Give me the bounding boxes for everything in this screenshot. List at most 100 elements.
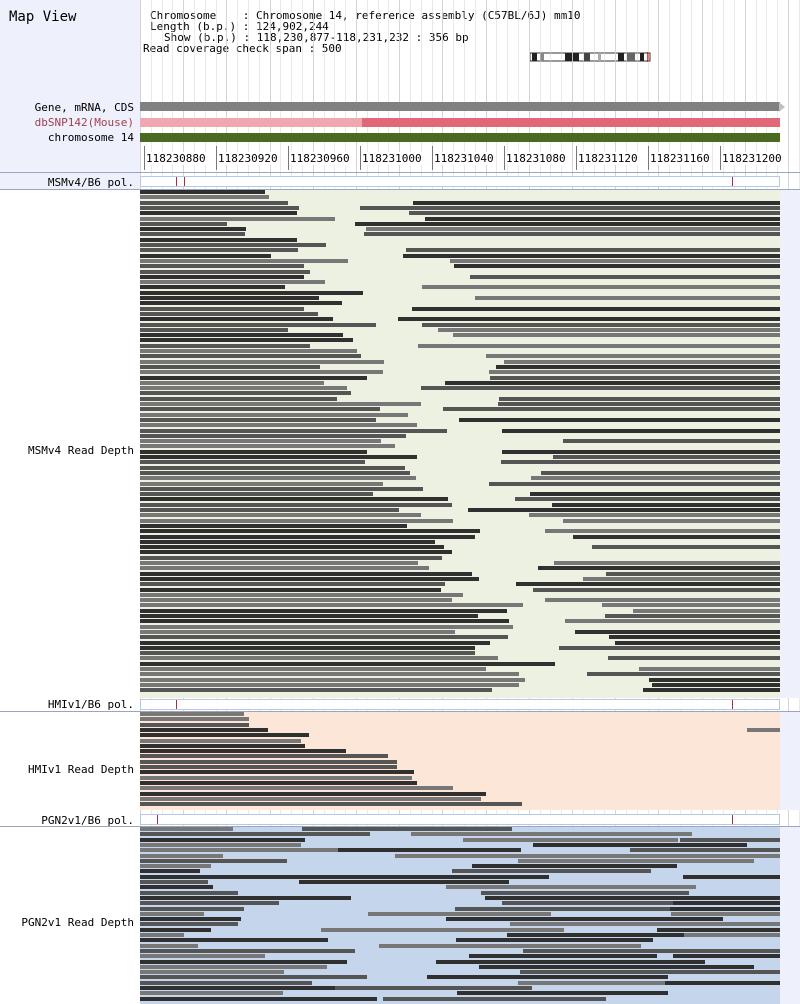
read-bar — [140, 513, 422, 518]
pol-track-hmi[interactable] — [140, 699, 780, 710]
read-bar — [140, 864, 211, 869]
read-bar — [456, 938, 653, 943]
read-bar — [553, 455, 800, 459]
read-bar — [562, 439, 800, 444]
read-bar — [140, 682, 519, 687]
read-bar — [321, 927, 564, 932]
read-bar — [140, 661, 556, 666]
chromosome-track-bar[interactable] — [140, 133, 780, 142]
read-bar — [140, 791, 487, 796]
snp-marker[interactable] — [732, 815, 733, 824]
read-bar — [601, 603, 800, 608]
read-bar — [140, 301, 343, 306]
snp-marker[interactable] — [732, 700, 733, 709]
read-bar — [630, 848, 800, 853]
read-bar — [672, 901, 800, 906]
read-bar — [140, 375, 367, 380]
read-bar — [140, 497, 448, 502]
read-bar — [140, 216, 336, 221]
read-bar — [529, 492, 800, 497]
read-bar — [140, 306, 304, 311]
axis-tick-label: 118231120 — [578, 152, 638, 165]
coverage-line: Read coverage check span : 500 — [143, 42, 342, 55]
read-bar — [687, 895, 800, 900]
panel-margin-hmi — [780, 712, 800, 810]
read-bar — [140, 786, 454, 791]
axis-tick-label: 118230880 — [146, 152, 206, 165]
read-bar — [532, 587, 800, 592]
read-bar — [382, 996, 607, 1001]
read-bar — [140, 460, 366, 465]
snp-marker[interactable] — [157, 815, 158, 824]
read-bar — [140, 486, 423, 491]
read-bar — [140, 359, 385, 364]
show-line: Show (b.p.) : 118,230,877-118,231,232 : … — [164, 31, 469, 44]
read-bar — [140, 449, 368, 454]
read-bar — [140, 433, 406, 438]
read-bar — [140, 712, 244, 716]
axis-tick — [648, 146, 649, 170]
snp-marker[interactable] — [184, 177, 185, 186]
read-bar — [140, 566, 430, 571]
dbsnp-track-bar-light[interactable] — [140, 118, 362, 127]
read-bar — [140, 996, 377, 1001]
gene-track-bar[interactable] — [140, 102, 780, 111]
snp-marker[interactable] — [176, 177, 177, 186]
read-bar — [140, 555, 443, 560]
read-bar — [140, 402, 421, 406]
read-bar — [140, 311, 319, 316]
read-bar — [354, 221, 800, 226]
chromosome-line: Chromosome : Chromosome 14, reference as… — [150, 9, 581, 22]
read-bar — [140, 264, 304, 269]
read-bar — [140, 444, 395, 449]
header-left-panel — [0, 0, 140, 190]
read-bar — [140, 322, 377, 327]
read-bar — [538, 566, 800, 571]
read-bar — [552, 502, 800, 507]
read-bar — [485, 895, 731, 900]
read-bar — [140, 370, 384, 375]
read-bar — [545, 529, 800, 534]
read-bar — [140, 338, 354, 343]
read-bar — [140, 869, 200, 874]
read-bar — [140, 545, 444, 550]
read-bar — [140, 980, 312, 985]
track-label-gene: Gene, mRNA, CDS — [34, 101, 134, 114]
read-depth-panel-pgn[interactable] — [140, 827, 800, 1004]
snp-marker[interactable] — [176, 700, 177, 709]
read-bar — [290, 874, 549, 879]
depth-label-pgn: PGN2v1 Read Depth — [21, 916, 134, 929]
read-bar — [140, 571, 472, 576]
read-bar — [671, 911, 800, 916]
pol-track-msm[interactable] — [140, 176, 780, 187]
read-bar — [489, 370, 800, 375]
read-depth-panel-hmi[interactable] — [140, 712, 800, 810]
read-bar — [573, 534, 800, 539]
read-bar — [140, 423, 417, 428]
read-bar — [458, 417, 800, 422]
read-bar — [140, 743, 306, 748]
snp-marker[interactable] — [732, 177, 733, 186]
read-bar — [140, 954, 266, 959]
read-bar — [140, 619, 509, 624]
read-bar — [140, 582, 445, 587]
read-bar — [586, 672, 800, 677]
pol-track-pgn[interactable] — [140, 814, 780, 825]
read-bar — [140, 651, 475, 656]
read-bar — [140, 802, 522, 807]
read-bar — [140, 523, 407, 528]
read-bar — [302, 827, 513, 831]
depth-label-hmi: HMIv1 Read Depth — [28, 763, 134, 776]
dbsnp-track-bar[interactable] — [362, 118, 780, 127]
read-bar — [500, 460, 800, 465]
read-bar — [140, 975, 368, 980]
chromosome-ideogram[interactable] — [530, 52, 652, 62]
read-bar — [462, 837, 679, 842]
length-line: Length (b.p.) : 124,902,244 — [150, 20, 329, 33]
read-depth-panel-msm[interactable] — [140, 190, 800, 698]
read-bar — [140, 195, 269, 200]
read-bar — [140, 327, 289, 332]
read-bar — [450, 258, 800, 263]
read-bar — [140, 933, 184, 937]
read-bar — [408, 211, 800, 216]
